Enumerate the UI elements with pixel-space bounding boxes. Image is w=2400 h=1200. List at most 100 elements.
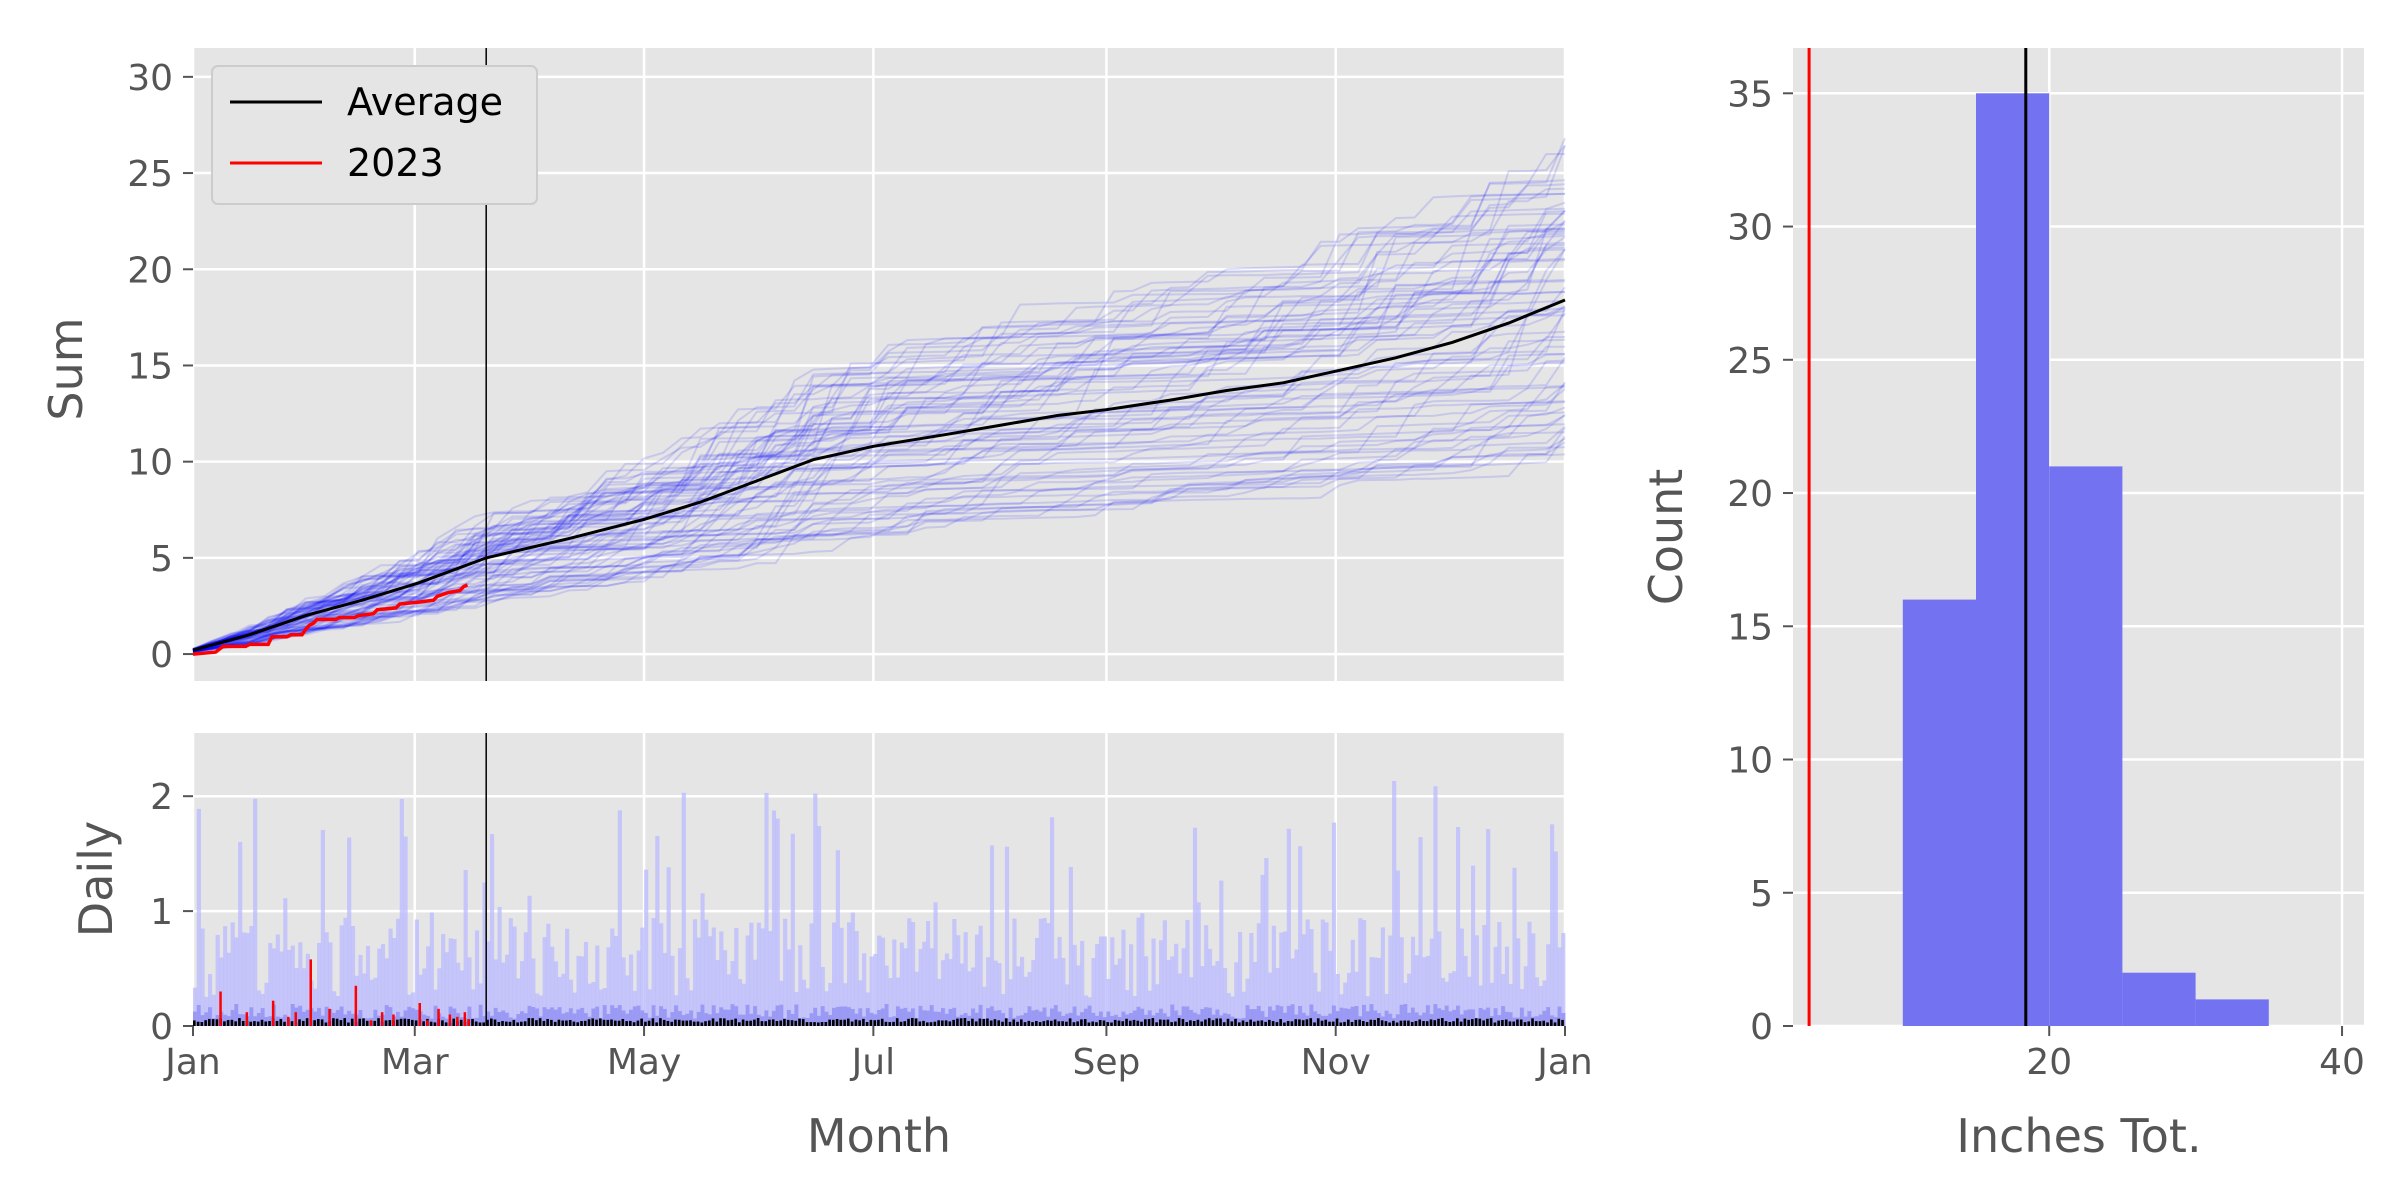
background-year-line [192,243,1566,651]
daily-mid-bar [1136,1006,1141,1026]
daily-max-bar [989,845,995,1026]
month-x-tick-label: Jul [850,1042,895,1083]
daily-average-bar [478,1022,482,1026]
daily-mid-bar [384,1005,389,1026]
daily-y-tick-label: 2 [150,777,173,818]
daily-mid-bar [952,1007,957,1026]
daily-mid-bar [557,1007,562,1026]
daily-2023-bar [369,1020,373,1026]
daily-mid-bar [1008,1007,1013,1026]
histogram-y-tick-label: 0 [1750,1007,1773,1048]
daily-max-bar [723,950,728,1026]
daily-max-bar [516,978,521,1026]
daily-max-bar [1486,829,1491,1026]
daily-mid-bar [1027,1006,1032,1026]
background-year-line [192,336,1566,652]
daily-max-bar [520,961,525,1026]
daily-mid-bar [358,1010,363,1026]
daily-average-bar [215,1019,219,1026]
daily-max-bar [320,830,325,1026]
background-year-line [192,192,1566,651]
daily-average-bar [730,1019,734,1026]
daily-average-bar [234,1021,237,1026]
daily-average-bar [1320,1020,1324,1026]
daily-max-bar [952,919,957,1026]
daily-average-bar [572,1021,576,1026]
daily-mid-bar [1083,1008,1089,1026]
daily-average-bar [1538,1021,1542,1026]
background-year-line [192,192,1566,650]
daily-mid-bar [1185,1006,1190,1026]
daily-average-bar [692,1021,696,1026]
daily-max-bar [1418,837,1423,1026]
daily-max-bar [1286,828,1291,1026]
daily-mid-bar [1087,1005,1092,1026]
daily-average-bar [204,1020,207,1026]
daily-average-bar [1471,1019,1474,1026]
daily-mid-bar [1147,1010,1152,1026]
daily-average-bar [501,1021,504,1026]
daily-average-bar [1316,1018,1320,1026]
daily-max-bar [527,895,532,1026]
daily-max-bar [1249,933,1254,1026]
daily-average-bar [1478,1018,1482,1026]
daily-max-bar [1035,937,1040,1026]
daily-mid-bar [1035,1009,1040,1026]
daily-average-bar [1234,1018,1237,1026]
daily-max-bar [467,957,472,1026]
daily-2023-bar [309,959,312,1026]
daily-mid-bar [1501,1006,1506,1026]
daily-average-bar [565,1020,568,1026]
daily-mid-bar [1557,1006,1562,1026]
background-year-line [192,431,1566,653]
daily-mid-bar [1441,1010,1446,1026]
daily-average-bar [644,1021,647,1026]
daily-mid-bar [1497,1015,1502,1026]
daily-max-bar [1174,943,1179,1026]
daily-average-bar [1271,1021,1275,1026]
daily-2023-bar [354,985,358,1026]
background-year-line [192,137,1566,651]
daily-mid-bar [230,1010,235,1026]
daily-average-bar [1020,1019,1023,1026]
daily-average-bar [1354,1019,1358,1026]
daily-max-bar [1211,965,1216,1026]
daily-max-bar [1166,959,1171,1026]
daily-average-bar [602,1019,606,1026]
daily-average-bar [655,1022,658,1026]
daily-average-bar [1091,1021,1095,1026]
daily-max-bar [1463,955,1468,1026]
daily-mid-bar [1159,1008,1164,1026]
daily-mid-bar [794,1004,799,1026]
daily-mid-bar [892,1016,897,1026]
daily-max-bar [892,939,897,1026]
daily-max-bar [1098,936,1104,1026]
daily-average-bar [1110,1022,1113,1026]
daily-mid-bar [971,1008,976,1026]
daily-average-bar [290,1021,294,1026]
daily-mid-bar [1388,1013,1393,1026]
daily-max-bar [764,792,769,1026]
daily-y-tick-label: 1 [150,892,173,933]
daily-mid-bar [576,1009,581,1026]
daily-mid-bar [373,1009,378,1026]
daily-average-bar [1230,1021,1234,1026]
daily-mid-bar [1373,1010,1378,1026]
daily-average-bar [820,1022,824,1026]
daily-max-bar [835,850,840,1026]
daily-average-bar [647,1020,651,1026]
daily-max-bar [1050,817,1055,1026]
daily-mid-bar [610,1005,615,1026]
daily-max-bar [1399,937,1404,1026]
daily-mid-bar [1452,1009,1457,1026]
daily-max-bar [1467,976,1472,1026]
daily-average-bar [884,1021,888,1026]
daily-2023-bar [328,1008,331,1026]
daily-average-bar [1189,1020,1192,1026]
daily-mid-bar [260,1008,265,1026]
background-year-line [192,423,1566,653]
daily-max-bar [256,990,262,1026]
daily-average-bar [741,1019,745,1026]
daily-average-bar [1392,1020,1395,1026]
daily-max-bar [1557,947,1562,1026]
